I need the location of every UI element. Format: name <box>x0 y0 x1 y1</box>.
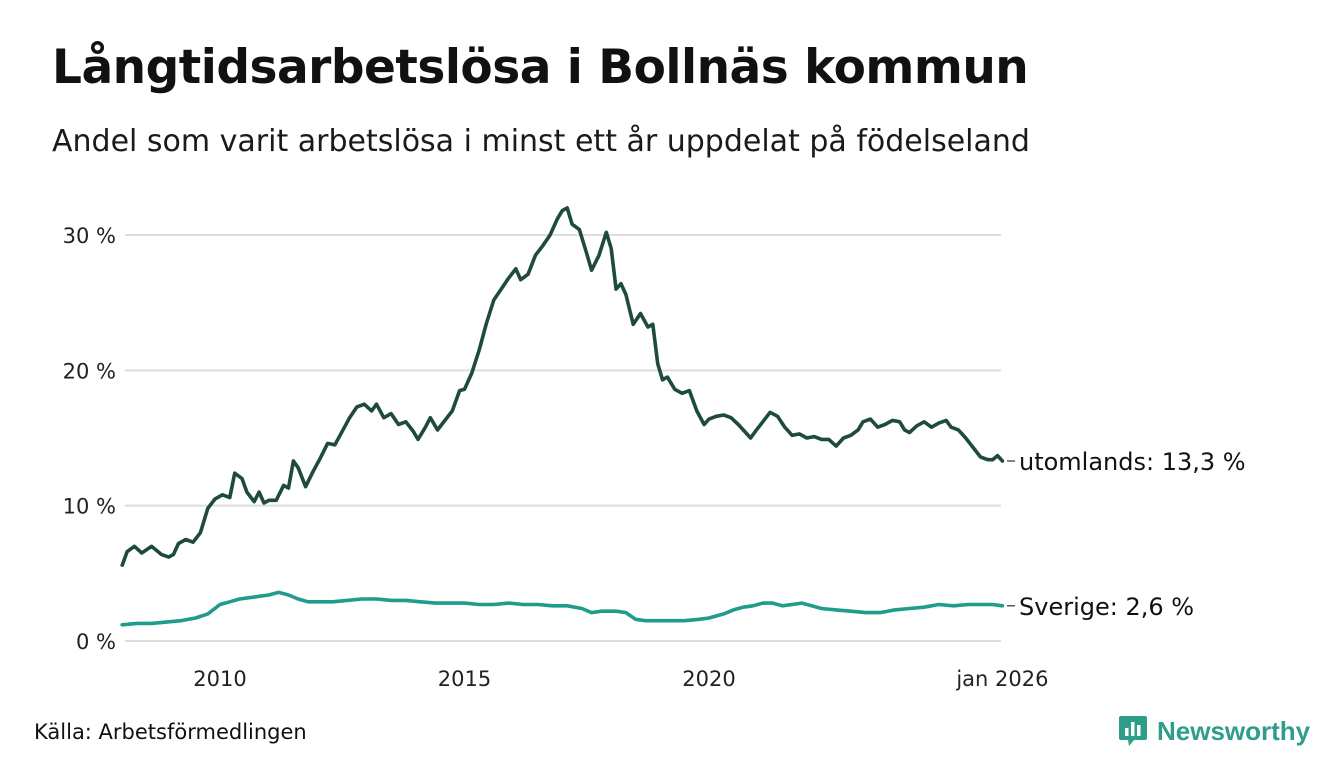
bar-chart-speech-icon <box>1119 716 1147 746</box>
y-tick-label: 0 % <box>76 630 116 654</box>
chart-subtitle: Andel som varit arbetslösa i minst ett å… <box>52 124 1030 159</box>
newsworthy-logo: Newsworthy <box>1118 714 1310 748</box>
series-lines <box>120 206 1005 627</box>
x-tick-label: 2020 <box>682 667 735 691</box>
x-axis: 2010 2015 2020 jan 2026 <box>193 667 1048 691</box>
series-line-utomlands <box>120 206 1005 567</box>
line-chart: 0 % 10 % 20 % 30 % 2010 2015 2020 jan 2026 uto… <box>63 206 1246 691</box>
series-line-sverige <box>120 590 1005 627</box>
y-axis: 0 % 10 % 20 % 30 % <box>63 224 116 654</box>
end-label-utomlands: utomlands: 13,3 % <box>1019 448 1246 476</box>
chart-title: Långtidsarbetslösa i Bollnäs kommun <box>52 40 1029 95</box>
x-tick-label: 2010 <box>193 667 246 691</box>
y-tick-label: 20 % <box>63 359 116 383</box>
x-tick-label: jan 2026 <box>955 667 1048 691</box>
source-note: Källa: Arbetsförmedlingen <box>34 720 307 744</box>
logo-text: Newsworthy <box>1157 715 1311 746</box>
end-labels: utomlands: 13,3 % Sverige: 2,6 % <box>1007 448 1246 621</box>
gridlines <box>125 234 1001 642</box>
end-label-sverige: Sverige: 2,6 % <box>1019 593 1194 621</box>
y-tick-label: 10 % <box>63 495 116 519</box>
x-tick-label: 2015 <box>438 667 491 691</box>
y-tick-label: 30 % <box>63 224 116 248</box>
